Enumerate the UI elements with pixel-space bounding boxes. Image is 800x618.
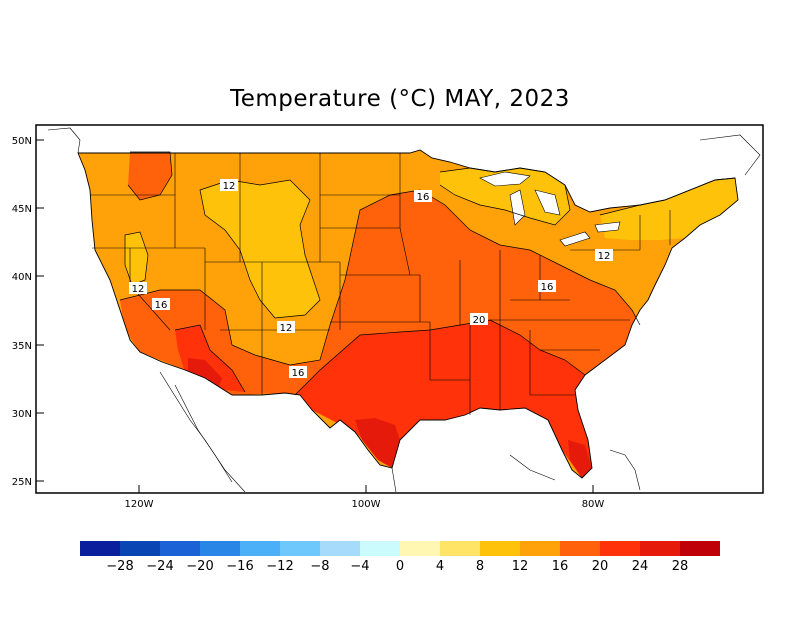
contour-label: 16 bbox=[152, 298, 170, 311]
svg-text:12: 12 bbox=[132, 284, 145, 295]
colorbar-swatch bbox=[360, 541, 400, 556]
band-16-20-northwest bbox=[128, 152, 172, 200]
colorbar-swatch bbox=[200, 541, 240, 556]
lat-axis: 50N 45N 40N 35N 30N 25N bbox=[12, 136, 44, 488]
contour-label: 12 bbox=[277, 321, 295, 334]
contour-label: 12 bbox=[129, 282, 147, 295]
colorbar-tick-label: 16 bbox=[552, 559, 569, 574]
band-24-28-desert bbox=[188, 358, 222, 390]
svg-text:12: 12 bbox=[280, 323, 293, 334]
colorbar-swatch bbox=[400, 541, 440, 556]
colorbar-tick-label: −12 bbox=[266, 559, 293, 574]
colorbar-swatch bbox=[80, 541, 120, 556]
lat-label: 50N bbox=[12, 136, 32, 147]
state-borders bbox=[90, 153, 671, 415]
contour-label: 16 bbox=[289, 366, 307, 379]
colorbar-tick-label: −20 bbox=[186, 559, 213, 574]
colorbar-swatch bbox=[680, 541, 720, 556]
colorbar-tick-label: 4 bbox=[436, 559, 444, 574]
band-8-12-northeast bbox=[600, 178, 738, 240]
lon-label: 120W bbox=[125, 499, 154, 510]
lon-label: 100W bbox=[352, 499, 381, 510]
svg-text:16: 16 bbox=[155, 300, 168, 311]
svg-text:16: 16 bbox=[541, 282, 554, 293]
colorbar-swatch bbox=[600, 541, 640, 556]
colorbar-swatch bbox=[640, 541, 680, 556]
band-24-28-south-texas bbox=[355, 418, 400, 468]
svg-text:12: 12 bbox=[223, 181, 236, 192]
colorbar-swatch bbox=[560, 541, 600, 556]
lon-label: 80W bbox=[582, 499, 605, 510]
lat-label: 35N bbox=[12, 341, 32, 352]
band-8-12-rockies bbox=[200, 180, 320, 318]
contour-label: 16 bbox=[538, 280, 556, 293]
us-outline bbox=[77, 149, 739, 479]
great-lakes bbox=[479, 171, 621, 247]
contour-label: 12 bbox=[220, 179, 238, 192]
colorbar-swatch bbox=[480, 541, 520, 556]
colorbar-swatch bbox=[280, 541, 320, 556]
lat-label: 40N bbox=[12, 272, 32, 283]
svg-text:12: 12 bbox=[598, 251, 611, 262]
lat-label: 30N bbox=[12, 409, 32, 420]
colorbar: −28 −24 −20 −16 −12 −8 −4 0 4 8 12 16 20 24 28 bbox=[80, 541, 720, 574]
colorbar-tick-label: −4 bbox=[350, 559, 369, 574]
map-title: Temperature (°C) MAY, 2023 bbox=[230, 86, 570, 112]
colorbar-swatch bbox=[160, 541, 200, 556]
colorbar-tick-label: 28 bbox=[672, 559, 689, 574]
colorbar-tick-label: 0 bbox=[396, 559, 404, 574]
colorbar-tick-label: 24 bbox=[632, 559, 649, 574]
colorbar-tick-label: −28 bbox=[106, 559, 133, 574]
lat-label: 25N bbox=[12, 477, 32, 488]
colorbar-swatch bbox=[440, 541, 480, 556]
lon-axis: 120W 100W 80W bbox=[125, 485, 605, 510]
svg-text:20: 20 bbox=[473, 315, 486, 326]
lat-label: 45N bbox=[12, 204, 32, 215]
colorbar-tick-label: −24 bbox=[146, 559, 173, 574]
band-8-12-sierra bbox=[125, 232, 148, 285]
colorbar-tick-label: 8 bbox=[476, 559, 484, 574]
colorbar-swatch bbox=[240, 541, 280, 556]
contour-label-layer: 12 16 12 12 16 16 12 12 16 20 16 bbox=[129, 179, 613, 379]
neighbor-coastlines bbox=[47, 127, 761, 493]
band-24-28-florida bbox=[568, 440, 592, 478]
contour-lines bbox=[119, 151, 736, 396]
colorbar-swatch bbox=[120, 541, 160, 556]
band-8-12-great-lakes bbox=[440, 168, 570, 225]
svg-text:16: 16 bbox=[417, 192, 430, 203]
colorbar-swatch bbox=[320, 541, 360, 556]
colorbar-swatch bbox=[520, 541, 560, 556]
contour-label: 16 bbox=[414, 190, 432, 203]
svg-text:16: 16 bbox=[292, 368, 305, 379]
contour-label: 20 bbox=[470, 313, 488, 326]
colorbar-tick-label: 12 bbox=[512, 559, 529, 574]
colorbar-tick-label: −16 bbox=[226, 559, 253, 574]
contour-label: 12 bbox=[595, 249, 613, 262]
colorbar-tick-label: 20 bbox=[592, 559, 609, 574]
colorbar-tick-label: −8 bbox=[310, 559, 329, 574]
